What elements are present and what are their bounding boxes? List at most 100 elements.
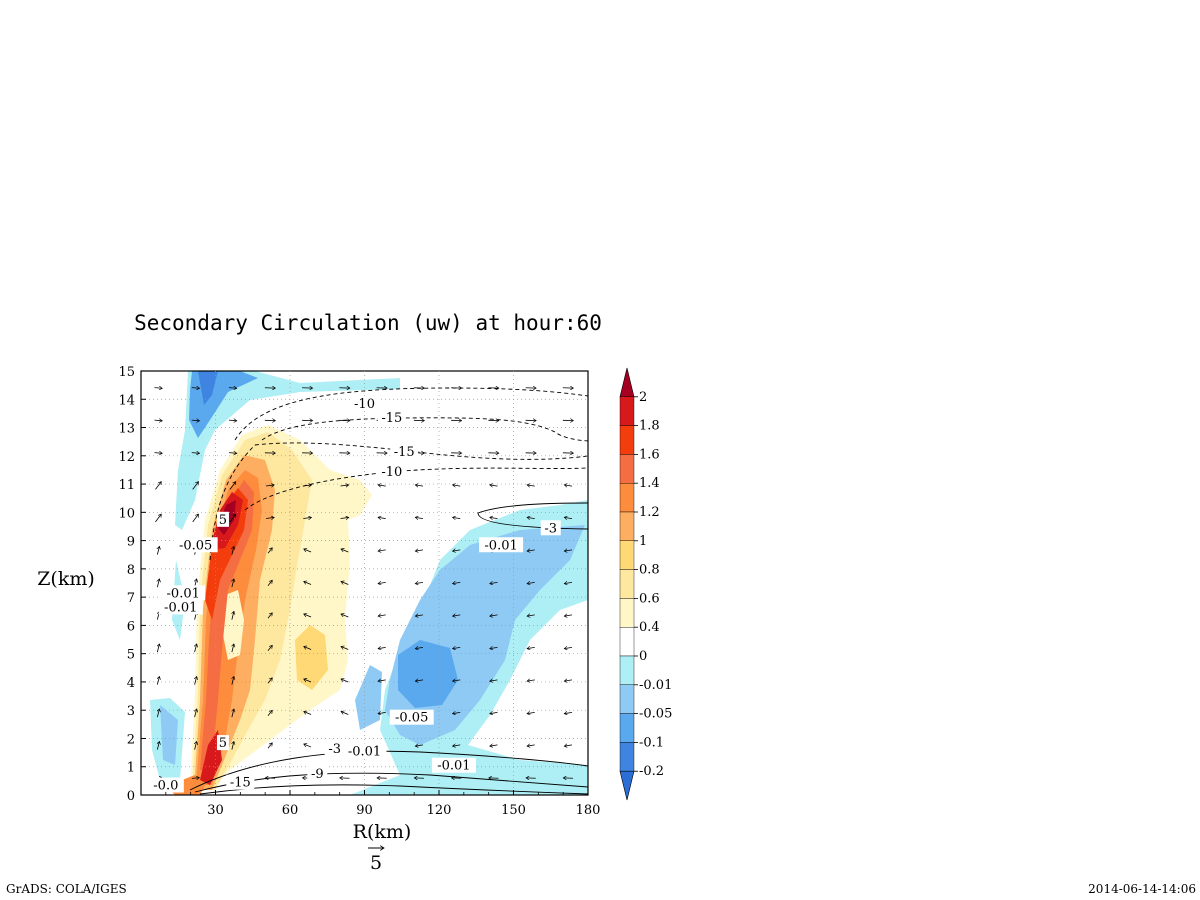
wind-vector xyxy=(303,485,311,486)
wind-vector xyxy=(527,485,535,486)
colorbar-label: 1.4 xyxy=(639,476,660,491)
contour-line-upper-2 xyxy=(261,417,588,442)
wind-vector xyxy=(191,453,200,454)
x-tick-label: 30 xyxy=(207,803,224,818)
contour-label: -3 xyxy=(544,521,557,536)
contour-label-bg xyxy=(350,395,379,411)
contour-label-bg xyxy=(389,709,434,725)
wind-vector xyxy=(415,550,424,551)
wind-vector xyxy=(265,517,274,518)
wind-vector xyxy=(527,582,535,583)
wind-vector xyxy=(195,644,197,653)
colorbar-label: 1.2 xyxy=(639,505,660,520)
y-tick-label: 12 xyxy=(118,450,135,465)
wind-vector xyxy=(232,611,234,620)
colorbar-label: 0 xyxy=(639,649,647,664)
contour-label-bg xyxy=(173,537,218,553)
wind-vector xyxy=(340,517,349,518)
wind-vector xyxy=(157,579,159,588)
wind-vector xyxy=(232,579,234,588)
wind-vector xyxy=(304,711,312,715)
colorbar-swatch xyxy=(619,684,635,714)
y-axis-label: Z(km) xyxy=(37,568,95,590)
wind-vector xyxy=(267,613,272,619)
y-tick-label: 15 xyxy=(118,365,135,380)
colorbar-swatch xyxy=(619,655,635,685)
colorbar-swatch xyxy=(619,540,635,570)
contour-label: 5 xyxy=(219,513,227,528)
colorbar-swatch xyxy=(619,713,635,743)
wind-vector xyxy=(490,712,498,713)
contour-label: -0.05 xyxy=(395,711,428,726)
contour-label: -0.01 xyxy=(164,600,197,615)
contour-label-bg xyxy=(390,443,419,459)
x-tick-label: 120 xyxy=(427,803,452,818)
wind-vector xyxy=(191,388,200,389)
wind-vector xyxy=(453,680,461,681)
colorbar-label: 2 xyxy=(639,390,647,405)
wind-vector xyxy=(490,615,498,616)
contour-line-upper-1 xyxy=(234,387,588,441)
wind-vector xyxy=(267,743,272,749)
contour-label-bg xyxy=(226,774,255,790)
wind-vector xyxy=(267,710,272,716)
wind-vector xyxy=(527,647,535,648)
wind-vector xyxy=(195,676,197,685)
wind-vector xyxy=(157,644,159,653)
contour-label-bg xyxy=(161,585,206,601)
colorbar-label: -0.2 xyxy=(639,764,664,779)
vector-reference: 5 xyxy=(368,848,384,874)
contour-label-bg xyxy=(216,511,229,527)
wind-vector xyxy=(378,615,386,616)
wind-vector xyxy=(341,581,349,585)
wind-vector xyxy=(157,741,159,750)
colorbar-swatch xyxy=(619,742,635,772)
wind-vector xyxy=(195,709,197,718)
contour-label: -0.01 xyxy=(484,538,517,553)
contour-label: -0.05 xyxy=(179,538,212,553)
colorbar-swatch xyxy=(619,627,635,657)
footer-right: 2014-06-14-14:06 xyxy=(1088,882,1196,896)
colorbar-label: 0.4 xyxy=(639,620,660,635)
x-axis-label: R(km) xyxy=(353,821,412,843)
wind-vector xyxy=(340,485,349,486)
contour-label-bg xyxy=(479,537,524,553)
colorbar-label: -0.1 xyxy=(639,735,664,750)
wind-vector xyxy=(527,517,535,518)
wind-vector xyxy=(378,680,386,681)
wind-vector xyxy=(303,517,311,518)
contour-label: -15 xyxy=(230,776,251,791)
wind-vector xyxy=(341,711,349,715)
contour-line-core xyxy=(209,444,256,561)
colorbar-label: -0.05 xyxy=(639,707,672,722)
wind-vector xyxy=(191,778,199,779)
wind-vector xyxy=(378,647,386,648)
contour-label: -0.01 xyxy=(437,759,470,774)
wind-vector xyxy=(341,679,349,683)
contour-label-bg xyxy=(540,520,561,536)
contour-line-right xyxy=(477,502,588,530)
y-tick-label: 5 xyxy=(127,648,135,663)
wind-vector xyxy=(232,644,234,653)
contour-label: -10 xyxy=(354,397,375,412)
wind-vector xyxy=(341,614,349,618)
wind-vector xyxy=(157,546,159,555)
wind-vector xyxy=(304,646,312,650)
wind-vector xyxy=(527,550,535,551)
y-tick-label: 2 xyxy=(127,732,135,747)
wind-vector xyxy=(191,420,200,421)
wind-vector xyxy=(527,615,535,616)
wind-vector xyxy=(564,712,573,713)
colorbar-label: 1.6 xyxy=(639,447,660,462)
wind-vector xyxy=(453,712,461,713)
wind-vector xyxy=(228,453,237,454)
contour-line-upper-3 xyxy=(254,442,588,460)
wind-vector xyxy=(304,679,312,683)
wind-vector xyxy=(490,647,498,648)
wind-vector xyxy=(378,582,386,583)
contour-label: -9 xyxy=(311,767,324,782)
contour-label: -0.01 xyxy=(348,745,381,760)
wind-vector xyxy=(232,709,234,718)
